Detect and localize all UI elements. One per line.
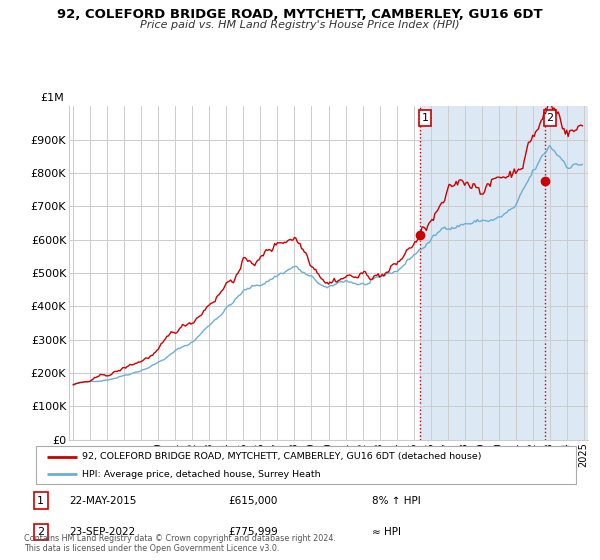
Text: 22-MAY-2015: 22-MAY-2015 bbox=[69, 496, 136, 506]
Text: 1: 1 bbox=[421, 113, 428, 123]
Text: Price paid vs. HM Land Registry's House Price Index (HPI): Price paid vs. HM Land Registry's House … bbox=[140, 20, 460, 30]
Text: 8% ↑ HPI: 8% ↑ HPI bbox=[372, 496, 421, 506]
Text: £775,999: £775,999 bbox=[228, 527, 278, 537]
Bar bbox=[420, 106, 588, 440]
Text: ≈ HPI: ≈ HPI bbox=[372, 527, 401, 537]
Text: 92, COLEFORD BRIDGE ROAD, MYTCHETT, CAMBERLEY, GU16 6DT (detached house): 92, COLEFORD BRIDGE ROAD, MYTCHETT, CAMB… bbox=[82, 452, 481, 461]
Text: 92, COLEFORD BRIDGE ROAD, MYTCHETT, CAMBERLEY, GU16 6DT: 92, COLEFORD BRIDGE ROAD, MYTCHETT, CAMB… bbox=[57, 8, 543, 21]
Text: HPI: Average price, detached house, Surrey Heath: HPI: Average price, detached house, Surr… bbox=[82, 470, 320, 479]
Text: £615,000: £615,000 bbox=[228, 496, 277, 506]
Text: 23-SEP-2022: 23-SEP-2022 bbox=[69, 527, 135, 537]
Text: 1: 1 bbox=[37, 496, 44, 506]
Text: 2: 2 bbox=[547, 113, 554, 123]
Text: Contains HM Land Registry data © Crown copyright and database right 2024.
This d: Contains HM Land Registry data © Crown c… bbox=[24, 534, 336, 553]
Text: 2: 2 bbox=[37, 527, 44, 537]
Text: £1M: £1M bbox=[40, 93, 64, 103]
FancyBboxPatch shape bbox=[36, 446, 576, 484]
